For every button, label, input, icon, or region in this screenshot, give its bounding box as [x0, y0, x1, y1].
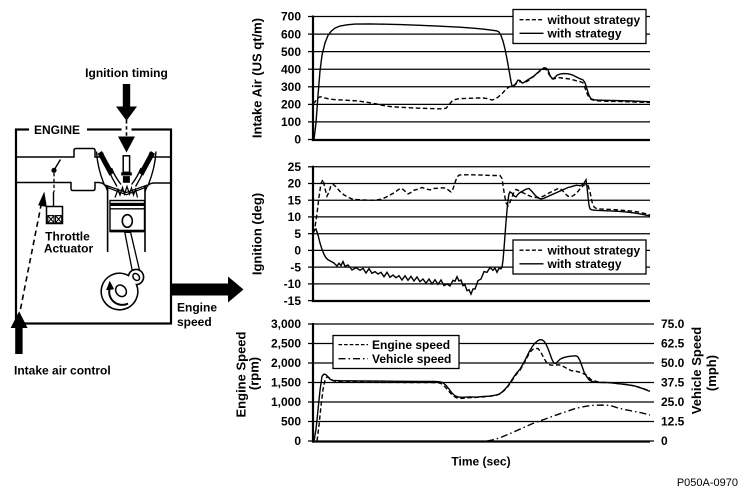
- svg-text:with strategy: with strategy: [547, 257, 622, 271]
- svg-text:300: 300: [281, 80, 301, 94]
- svg-text:Ignition (deg): Ignition (deg): [250, 193, 265, 275]
- svg-text:without strategy: without strategy: [547, 243, 641, 257]
- svg-text:2,000: 2,000: [271, 356, 301, 370]
- svg-text:12.5: 12.5: [661, 415, 685, 429]
- svg-text:700: 700: [281, 10, 301, 24]
- svg-text:Ignition timing: Ignition timing: [85, 66, 168, 80]
- svg-text:20: 20: [288, 177, 302, 191]
- svg-text:50.0: 50.0: [661, 356, 685, 370]
- svg-text:100: 100: [281, 115, 301, 129]
- svg-text:Intake Air (US qt/m): Intake Air (US qt/m): [250, 18, 265, 138]
- svg-text:(rpm): (rpm): [247, 357, 262, 390]
- svg-text:600: 600: [281, 27, 301, 41]
- svg-text:(mph): (mph): [704, 355, 719, 391]
- svg-text:500: 500: [281, 415, 301, 429]
- svg-text:Vehicle speed: Vehicle speed: [372, 352, 451, 366]
- svg-text:0: 0: [294, 244, 301, 258]
- svg-text:-5: -5: [290, 260, 301, 274]
- svg-text:0: 0: [294, 133, 301, 147]
- svg-text:-15: -15: [284, 294, 302, 308]
- svg-text:without strategy: without strategy: [547, 13, 641, 27]
- svg-text:Engine Speed: Engine Speed: [234, 331, 249, 417]
- svg-text:62.5: 62.5: [661, 337, 685, 351]
- svg-text:25: 25: [288, 160, 302, 174]
- svg-text:15: 15: [288, 193, 302, 207]
- svg-text:25.0: 25.0: [661, 395, 685, 409]
- svg-text:5: 5: [294, 227, 301, 241]
- svg-text:ENGINE: ENGINE: [34, 123, 80, 137]
- svg-text:200: 200: [281, 98, 301, 112]
- svg-text:-10: -10: [284, 277, 302, 291]
- svg-text:1,000: 1,000: [271, 395, 301, 409]
- svg-text:1,500: 1,500: [271, 376, 301, 390]
- svg-text:Throttle: Throttle: [45, 230, 90, 244]
- svg-text:10: 10: [288, 210, 302, 224]
- svg-text:37.5: 37.5: [661, 376, 685, 390]
- svg-text:400: 400: [281, 62, 301, 76]
- svg-text:Vehicle Speed: Vehicle Speed: [689, 327, 704, 414]
- svg-text:Engine speed: Engine speed: [372, 338, 450, 352]
- svg-text:75.0: 75.0: [661, 317, 685, 331]
- svg-text:P050A-0970: P050A-0970: [677, 477, 738, 489]
- svg-text:with strategy: with strategy: [547, 27, 622, 41]
- svg-text:0: 0: [661, 434, 668, 448]
- svg-text:0: 0: [294, 434, 301, 448]
- svg-text:2,500: 2,500: [271, 337, 301, 351]
- svg-text:Actuator: Actuator: [44, 242, 94, 256]
- svg-text:Time (sec): Time (sec): [451, 455, 510, 469]
- svg-text:speed: speed: [177, 315, 212, 329]
- svg-text:500: 500: [281, 45, 301, 59]
- svg-text:3,000: 3,000: [271, 317, 301, 331]
- svg-text:Engine: Engine: [177, 301, 217, 315]
- svg-text:Intake air control: Intake air control: [14, 364, 111, 378]
